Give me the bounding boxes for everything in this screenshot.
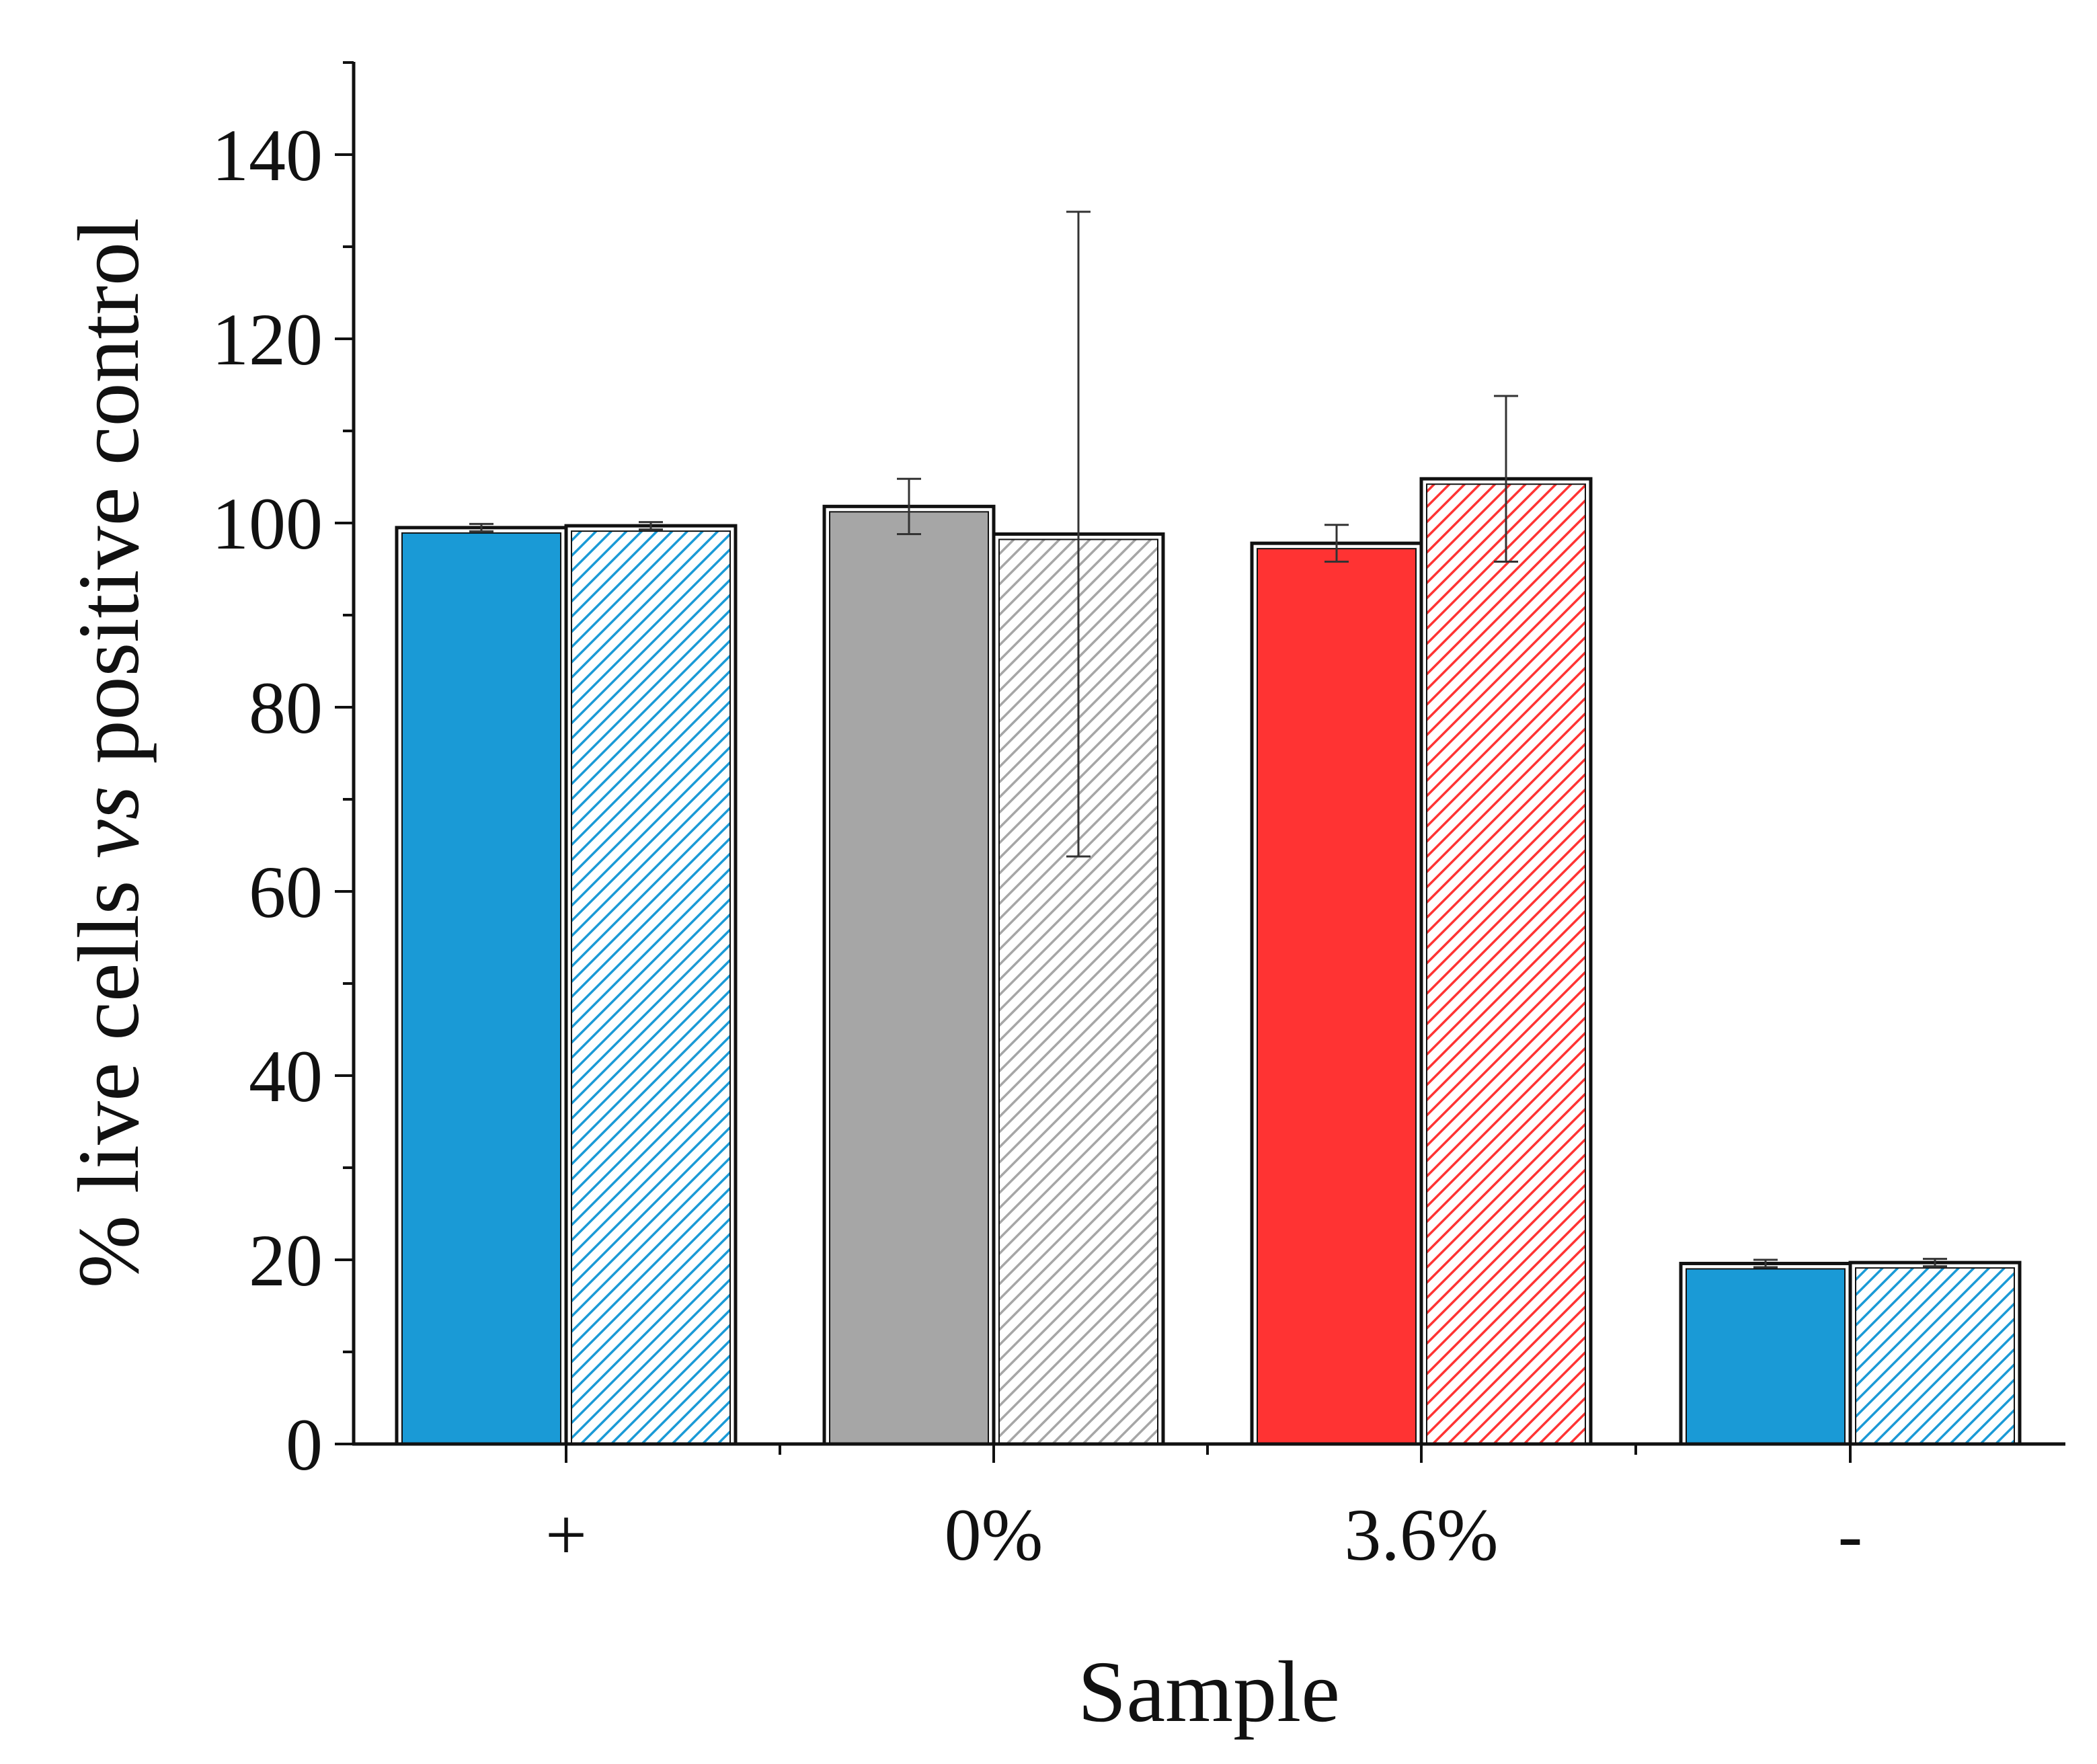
bars-layer bbox=[395, 477, 2022, 1446]
y-axis-title-suffix: positive control bbox=[61, 218, 157, 786]
error-bars-layer bbox=[469, 210, 1947, 1269]
y-tick-label: 140 bbox=[212, 114, 323, 196]
y-tick-label: 100 bbox=[212, 483, 323, 565]
x-category-label: 0% bbox=[945, 1494, 1043, 1576]
y-axis-title-italic: vs bbox=[61, 786, 157, 858]
error-bar-solid-1 bbox=[897, 477, 921, 535]
y-tick-label: 0 bbox=[286, 1404, 323, 1486]
y-axis-title: % live cells vs positive control bbox=[61, 218, 157, 1288]
bar-hatched-2 bbox=[1426, 483, 1586, 1445]
x-ticks: +0% 3.6% - bbox=[545, 1444, 1862, 1576]
x-category-label: + bbox=[545, 1494, 587, 1576]
error-bar-hatched-1 bbox=[1066, 210, 1091, 858]
error-bar-solid-3 bbox=[1753, 1258, 1778, 1269]
y-axis-title-prefix: % live cells bbox=[61, 858, 157, 1288]
x-category-label: - bbox=[1838, 1494, 1863, 1576]
y-tick-label: 80 bbox=[249, 667, 323, 749]
bar-hatched-0 bbox=[571, 530, 731, 1445]
error-bar-solid-2 bbox=[1324, 524, 1349, 563]
y-ticks: 0 20 40 60 80 100 120 140 bbox=[212, 61, 354, 1486]
bar-hatched-3 bbox=[1855, 1267, 2015, 1445]
y-tick-label: 40 bbox=[249, 1035, 323, 1117]
bar-solid-1 bbox=[829, 511, 989, 1445]
x-axis-title: Sample bbox=[1078, 1644, 1340, 1740]
y-tick-label: 120 bbox=[212, 298, 323, 380]
bar-solid-3 bbox=[1686, 1268, 1846, 1445]
bar-solid-0 bbox=[401, 532, 561, 1445]
error-bar-hatched-3 bbox=[1923, 1258, 1947, 1268]
y-tick-label: 60 bbox=[249, 851, 323, 933]
x-category-label: 3.6% bbox=[1344, 1494, 1498, 1576]
error-bar-hatched-2 bbox=[1494, 395, 1518, 563]
y-tick-label: 20 bbox=[249, 1219, 323, 1301]
error-bar-solid-0 bbox=[469, 522, 493, 532]
error-bar-hatched-0 bbox=[639, 521, 663, 531]
bar-solid-2 bbox=[1257, 548, 1417, 1445]
